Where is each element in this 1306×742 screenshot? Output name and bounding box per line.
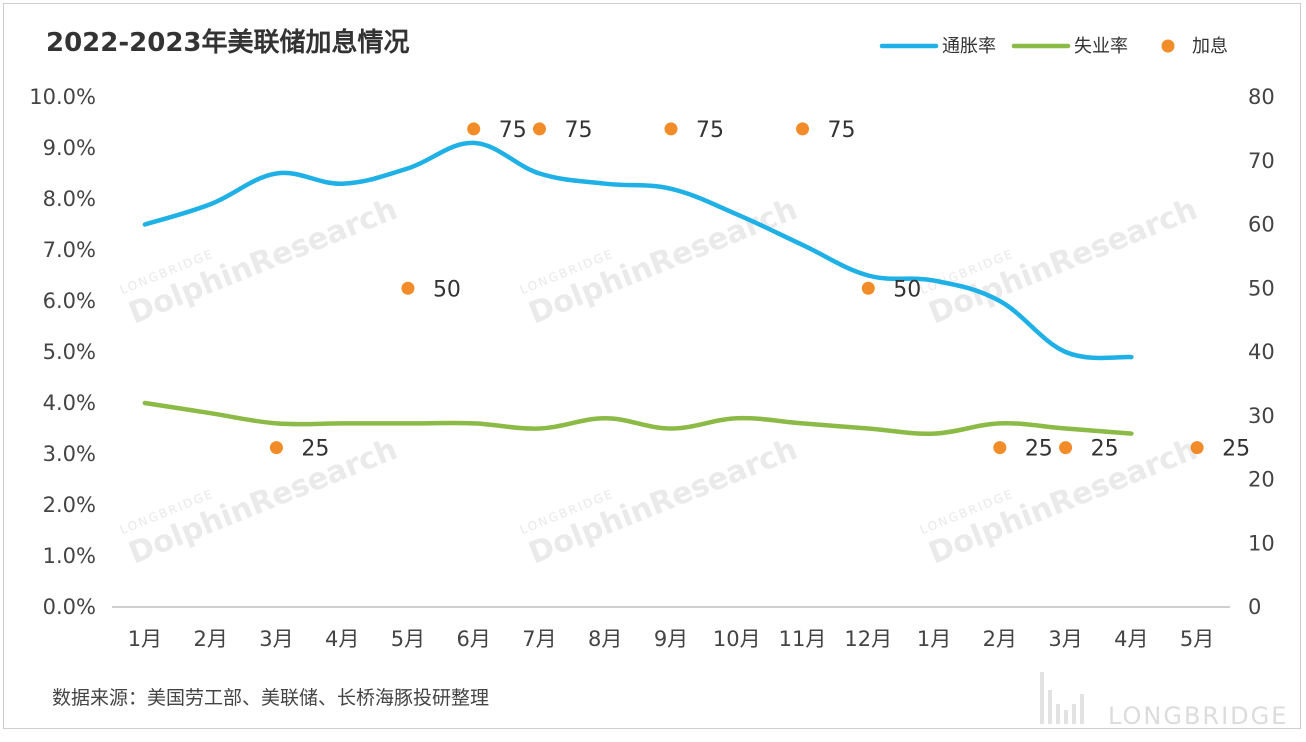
rate-hike-label: 25 xyxy=(1025,437,1053,462)
brand-logo-bar xyxy=(1080,694,1084,724)
rate-hike-point xyxy=(796,122,810,136)
watermark-text: DolphinResearch xyxy=(124,432,402,572)
brand-logo-bar xyxy=(1048,690,1052,724)
brand-watermark: LONGBRIDGE xyxy=(1040,672,1288,728)
series-unemployment-line xyxy=(142,400,1134,436)
rate-hike-point xyxy=(269,441,283,455)
y-left-tick-label: 8.0% xyxy=(43,187,96,211)
y-left-tick-label: 1.0% xyxy=(43,544,96,568)
rate-hike-label: 50 xyxy=(433,277,461,302)
watermark-text: DolphinResearch xyxy=(924,192,1202,332)
x-tick-label: 3月 xyxy=(1048,627,1082,651)
brand-text: LONGBRIDGE xyxy=(1108,702,1288,728)
y-left-tick-label: 4.0% xyxy=(43,391,96,415)
series-rate-hike: 25 50 75 75 75 75 50 25 25 25 xyxy=(269,118,1250,462)
rate-hike-label: 75 xyxy=(696,118,724,143)
rate-hike-label: 75 xyxy=(828,118,856,143)
x-tick-label: 9月 xyxy=(654,627,688,651)
y-left-tick-label: 0.0% xyxy=(43,595,96,619)
x-tick-label: 4月 xyxy=(1114,627,1148,651)
brand-logo-bar xyxy=(1056,704,1060,724)
watermark-text: DolphinResearch xyxy=(524,192,802,332)
brand-logo-bar xyxy=(1040,672,1044,724)
legend-marker-rate-hike xyxy=(1161,39,1175,53)
x-tick-label: 5月 xyxy=(1180,627,1214,651)
chart-title: 2022-2023年美联储加息情况 xyxy=(46,27,410,58)
legend-label: 失业率 xyxy=(1074,36,1128,57)
y-left-tick-label: 6.0% xyxy=(43,289,96,313)
y-right-tick-label: 10 xyxy=(1248,531,1275,555)
series-layer: 25 50 75 75 75 75 50 25 25 25 xyxy=(142,118,1250,462)
x-tick-label: 3月 xyxy=(259,627,293,651)
source-note: 数据来源：美国劳工部、美联储、长桥海豚投研整理 xyxy=(52,687,489,709)
rate-hike-point xyxy=(993,441,1007,455)
y-right-tick-label: 70 xyxy=(1248,149,1275,173)
axes: 0.0% 1.0% 2.0% 3.0% 4.0% 5.0% 6.0% 7.0% 8.0% 9.0%… xyxy=(29,85,1274,651)
y-left-tick-label: 9.0% xyxy=(43,136,96,160)
x-tick-label: 4月 xyxy=(325,627,359,651)
rate-hike-point xyxy=(532,122,546,136)
x-tick-label: 1月 xyxy=(917,627,951,651)
y-left-tick-label: 3.0% xyxy=(43,442,96,466)
rate-hike-point xyxy=(401,281,415,295)
rate-hike-label: 75 xyxy=(499,118,527,143)
y-right-tick-label: 20 xyxy=(1248,468,1275,492)
rate-hike-label: 25 xyxy=(1091,437,1119,462)
rate-hike-label: 25 xyxy=(1222,437,1250,462)
x-tick-label: 12月 xyxy=(844,627,892,651)
chart-frame: LONGBRIDGE DolphinResearch LONGBRIDGE Dolph… xyxy=(3,3,1301,729)
x-tick-label: 8月 xyxy=(588,627,622,651)
y-right-tick-label: 30 xyxy=(1248,404,1275,428)
rate-hike-point xyxy=(664,122,678,136)
y-right-tick-label: 0 xyxy=(1248,595,1261,619)
watermark-text: DolphinResearch xyxy=(124,192,402,332)
y-left-tick-label: 10.0% xyxy=(29,85,96,109)
x-tick-label: 10月 xyxy=(713,627,761,651)
legend: 通胀率 失业率 加息 xyxy=(879,36,1228,57)
y-left-tick-label: 2.0% xyxy=(43,493,96,517)
x-tick-label: 6月 xyxy=(457,627,491,651)
rate-hike-label: 75 xyxy=(564,118,592,143)
x-tick-label: 2月 xyxy=(193,627,227,651)
rate-hike-point xyxy=(1190,441,1204,455)
y-right-tick-label: 40 xyxy=(1248,340,1275,364)
legend-label: 加息 xyxy=(1192,36,1228,57)
brand-logo-bar xyxy=(1072,704,1076,724)
y-right-tick-label: 60 xyxy=(1248,213,1275,237)
y-left-tick-label: 7.0% xyxy=(43,238,96,262)
x-tick-label: 11月 xyxy=(779,627,827,651)
series-inflation-line xyxy=(142,140,1134,361)
y-right-tick-label: 80 xyxy=(1248,85,1275,109)
x-tick-label: 2月 xyxy=(983,627,1017,651)
rate-hike-label: 50 xyxy=(893,277,921,302)
x-tick-label: 5月 xyxy=(391,627,425,651)
y-right-tick-label: 50 xyxy=(1248,276,1275,300)
rate-hike-point xyxy=(467,122,481,136)
y-left-tick-label: 5.0% xyxy=(43,340,96,364)
x-tick-label: 1月 xyxy=(128,627,162,651)
brand-logo-bar xyxy=(1064,710,1068,724)
x-tick-label: 7月 xyxy=(522,627,556,651)
rate-hike-point xyxy=(861,281,875,295)
rate-hike-label: 25 xyxy=(301,437,329,462)
legend-label: 通胀率 xyxy=(942,36,996,57)
rate-hike-point xyxy=(1059,441,1073,455)
watermark-text: DolphinResearch xyxy=(524,432,802,572)
